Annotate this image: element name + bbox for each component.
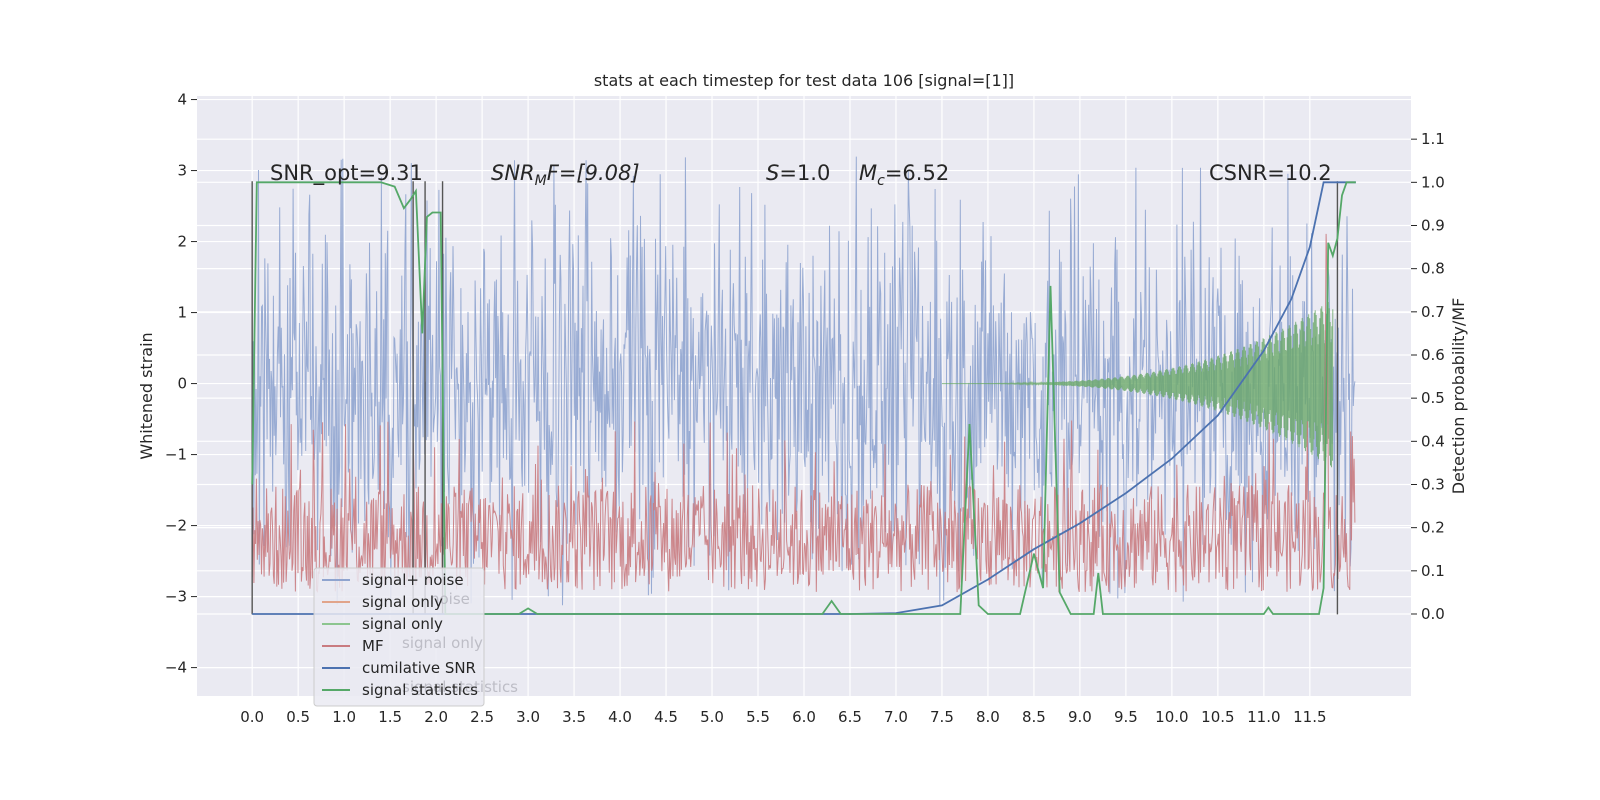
signal-noise-series — [251, 156, 1356, 606]
x-tick-label: 4.5 — [654, 708, 678, 726]
x-tick-label: 3.0 — [516, 708, 540, 726]
mf-series — [251, 233, 1356, 593]
annotation-snr-mf-main: SNR — [491, 161, 535, 185]
x-tick-label: 11.0 — [1247, 708, 1280, 726]
annotation-mc-value: =6.52 — [885, 161, 949, 185]
x-tick-label: 6.5 — [838, 708, 862, 726]
legend-overlap-text: signal statistics — [402, 678, 518, 696]
annotation-mc-sub: c — [877, 173, 885, 189]
legend-overlap-text: noise — [430, 590, 470, 608]
y-tick-label-right: 0.7 — [1421, 303, 1445, 321]
x-tick-label: 3.5 — [562, 708, 586, 726]
annotation-mc-label: M — [859, 161, 877, 185]
y-tick-label-left: −4 — [165, 659, 187, 677]
annotation-snr-opt: SNR_opt=9.31 — [270, 161, 423, 186]
y-axis-label-left: Whitened strain — [137, 332, 156, 459]
legend-overlap-text: signal only — [402, 634, 483, 652]
y-tick-label-right: 0.9 — [1421, 216, 1445, 234]
x-tick-label: 7.0 — [884, 708, 908, 726]
x-tick-label: 1.5 — [378, 708, 402, 726]
legend-label: signal only — [362, 593, 443, 611]
y-tick-label-right: 0.5 — [1421, 389, 1445, 407]
y-tick-label-right: 0.8 — [1421, 260, 1445, 278]
legend-label: signal statistics — [362, 681, 478, 699]
annotation-s-label: S — [766, 161, 779, 185]
x-tick-label: 5.0 — [700, 708, 724, 726]
x-tick-label: 8.0 — [976, 708, 1000, 726]
x-tick-label: 10.5 — [1201, 708, 1234, 726]
y-tick-label-left: −2 — [165, 517, 187, 535]
annotation-snr-mf-rest: F=[9.08] — [547, 161, 640, 185]
x-tick-label: 9.0 — [1068, 708, 1092, 726]
legend-label: cumilative SNR — [362, 659, 476, 677]
y-tick-label-right: 0.1 — [1421, 562, 1445, 580]
legend-label: signal only — [362, 615, 443, 633]
annotation-s: S=1.0 — [766, 161, 830, 185]
x-tick-label: 2.5 — [470, 708, 494, 726]
y-tick-label-left: 3 — [177, 162, 187, 180]
y-tick-label-left: −1 — [165, 446, 187, 464]
x-tick-label: 0.0 — [240, 708, 264, 726]
annotations: SNR_opt=9.31 SNRMF=[9.08] S=1.0 Mc=6.52 … — [270, 161, 1332, 189]
data-layer — [251, 156, 1356, 615]
y-tick-label-left: 1 — [177, 304, 187, 322]
cumulative-snr-series — [252, 181, 1356, 615]
y-tick-label-right: 0.0 — [1421, 605, 1445, 623]
y-tick-label-right: 0.4 — [1421, 432, 1445, 450]
y-axis-label-right: Detection probability/MF — [1449, 298, 1468, 495]
x-tick-label: 8.5 — [1022, 708, 1046, 726]
y-tick-label-left: −3 — [165, 588, 187, 606]
annotation-csnr: CSNR=10.2 — [1209, 161, 1332, 185]
signal-statistics-series — [251, 181, 1356, 615]
y-tick-label-right: 0.3 — [1421, 475, 1445, 493]
y-tick-label-right: 1.1 — [1421, 130, 1445, 148]
annotation-snr-mf: SNRMF=[9.08] — [491, 161, 640, 189]
annotation-mc: Mc=6.52 — [859, 161, 949, 189]
signal-only-series — [942, 301, 1334, 468]
legend-label: signal+ noise — [362, 571, 464, 589]
x-tick-label: 7.5 — [930, 708, 954, 726]
annotation-snr-mf-sub: M — [535, 173, 547, 189]
x-tick-label: 11.5 — [1293, 708, 1326, 726]
y-tick-label-left: 0 — [177, 375, 187, 393]
x-tick-label: 1.0 — [332, 708, 356, 726]
x-tick-label: 5.5 — [746, 708, 770, 726]
ticks: 0.0 0.5 1.0 1.5 2.0 2.5 3.0 3.5 4.0 4.5 5.0 5.5 6.0 6… — [165, 91, 1445, 726]
x-tick-label: 9.5 — [1114, 708, 1138, 726]
x-tick-label: 10.0 — [1155, 708, 1188, 726]
legend-label: MF — [362, 637, 384, 655]
annotation-s-value: =1.0 — [779, 161, 830, 185]
y-tick-label-right: 1.0 — [1421, 173, 1445, 191]
x-tick-label: 4.0 — [608, 708, 632, 726]
x-tick-label: 6.0 — [792, 708, 816, 726]
y-tick-label-left: 2 — [177, 233, 187, 251]
chart-title: stats at each timestep for test data 106… — [594, 71, 1014, 90]
x-tick-label: 0.5 — [286, 708, 310, 726]
y-tick-label-left: 4 — [177, 91, 187, 109]
x-tick-label: 2.0 — [424, 708, 448, 726]
y-tick-label-right: 0.6 — [1421, 346, 1445, 364]
legend-box — [313, 567, 485, 707]
y-tick-label-right: 0.2 — [1421, 519, 1445, 537]
